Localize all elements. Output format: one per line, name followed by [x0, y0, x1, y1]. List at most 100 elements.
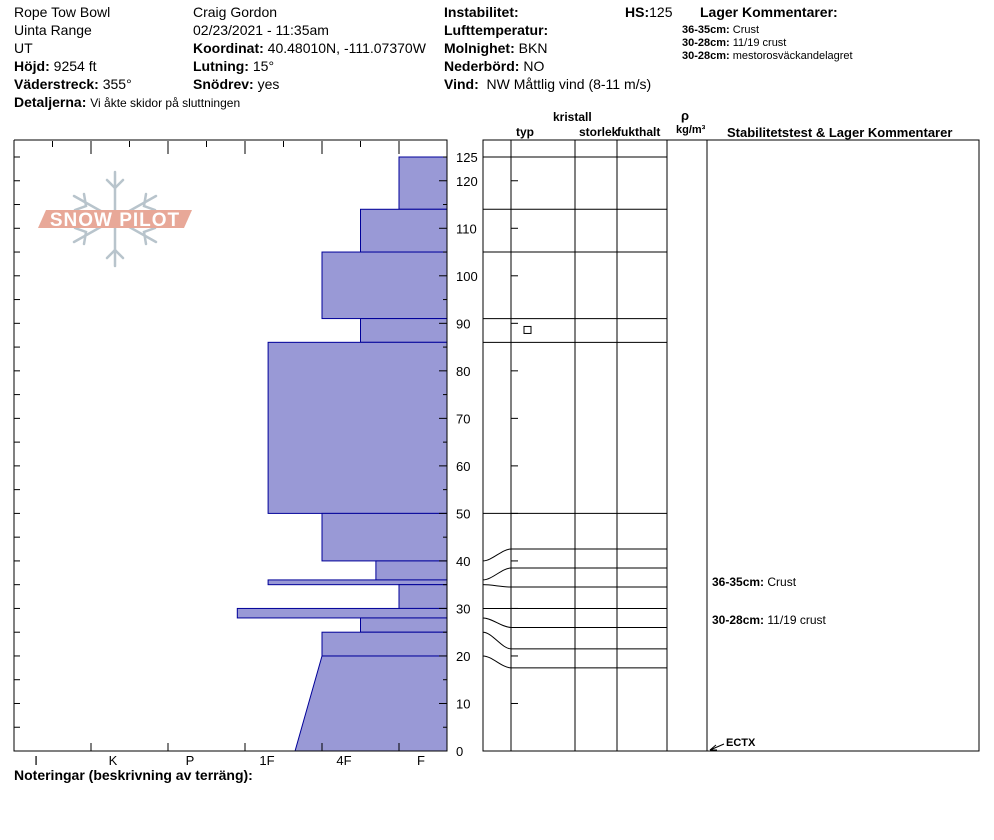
- layer-connector: [482, 567, 512, 581]
- elevation-value: 9254 ft: [53, 58, 97, 74]
- drift-value: yes: [257, 76, 280, 92]
- stability-note-range: 30-28cm:: [712, 613, 765, 628]
- depth-tick-label: 40: [456, 554, 470, 569]
- col-moisture: fukthalt: [617, 125, 661, 139]
- airtemp-label: Lufttemperatur:: [444, 22, 549, 38]
- hardness-bar: [360, 208, 448, 253]
- slope-label: Lutning:: [193, 58, 249, 74]
- depth-tick-label: 80: [456, 364, 470, 379]
- layer-comment: 36-35cm: Crust: [682, 24, 759, 37]
- instability-label: Instabilitet:: [444, 4, 519, 20]
- slope-value: 15°: [252, 58, 275, 74]
- stability-note-text: Crust: [764, 575, 797, 590]
- hardness-bar: [360, 617, 448, 633]
- hardness-bar: [321, 512, 448, 562]
- layer-connector: [482, 617, 512, 628]
- hardness-bar: [321, 251, 448, 320]
- hardness-bar: [375, 560, 448, 581]
- layer-connector: [482, 584, 512, 588]
- hardness-bar: [236, 607, 448, 619]
- drift-label: Snödrev:: [193, 76, 254, 92]
- slope-row: Lutning: 15°: [193, 58, 274, 74]
- layer-comment-text: mestorosväckandelagret: [729, 50, 853, 62]
- col-size: storlek: [579, 125, 619, 139]
- hardness-tick-label: F: [417, 753, 425, 768]
- ectx-arrowhead: [709, 744, 717, 751]
- layer-connector: [482, 655, 512, 669]
- layer-comment: 30-28cm: mestorosväckandelagret: [682, 50, 853, 63]
- depth-tick-label: 10: [456, 696, 470, 711]
- details-label: Detaljerna:: [14, 94, 87, 110]
- notes-label: Noteringar (beskrivning av terräng):: [14, 767, 253, 783]
- ectx-arrow: [709, 743, 725, 751]
- hardness-bar: [398, 156, 448, 210]
- coord-label: Koordinat:: [193, 40, 264, 56]
- aspect-label: Väderstreck:: [14, 76, 99, 92]
- hardness-bar: [398, 584, 448, 609]
- state: UT: [14, 40, 33, 56]
- depth-tick-label: 100: [456, 269, 478, 284]
- elevation-row: Höjd: 9254 ft: [14, 58, 96, 74]
- depth-tick-label: 90: [456, 316, 470, 331]
- col-density-unit: kg/m³: [676, 124, 706, 136]
- depth-tick-label: 20: [456, 649, 470, 664]
- wind-label: Vind:: [444, 76, 479, 92]
- layer-comment-range: 30-28cm:: [682, 37, 730, 49]
- clouds-row: Molnighet: BKN: [444, 40, 547, 56]
- grain-symbol-square: [523, 325, 532, 334]
- col-stability: Stabilitetstest & Lager Kommentarer: [727, 125, 953, 140]
- airtemp-row: Lufttemperatur:: [444, 22, 548, 38]
- hs-row: HS:125: [625, 4, 672, 20]
- depth-tick-label: 125: [456, 150, 478, 165]
- depth-tick-label: 0: [456, 744, 463, 759]
- hardness-tick-label: 4F: [336, 753, 351, 768]
- stability-note: 30-28cm: 11/19 crust: [712, 612, 826, 628]
- hardness-tick-label: P: [186, 753, 195, 768]
- stability-note-range: 36-35cm:: [712, 575, 765, 590]
- coord-value: 40.48010N, -111.07370W: [267, 40, 426, 56]
- instability-row: Instabilitet:: [444, 4, 519, 20]
- layer-comment-text: Crust: [729, 24, 760, 36]
- hs-value: 125: [649, 4, 673, 20]
- precip-value: NO: [523, 58, 545, 74]
- wind-value: NW Måttlig vind (8-11 m/s): [486, 76, 652, 92]
- layer-comment-text: 11/19 crust: [729, 37, 787, 49]
- layer-comment-range: 30-28cm:: [682, 50, 730, 62]
- hardness-tick-label: 1F: [259, 753, 274, 768]
- col-crystal: kristall: [553, 110, 592, 124]
- precip-label: Nederbörd:: [444, 58, 520, 74]
- hardness-bar: [321, 631, 448, 657]
- hardness-tick-label: I: [34, 753, 38, 768]
- details-value: Vi åkte skidor på sluttningen: [90, 96, 241, 110]
- clouds-label: Molnighet:: [444, 40, 515, 56]
- aspect-value: 355°: [102, 76, 132, 92]
- hardness-bar: [294, 655, 448, 752]
- precip-row: Nederbörd: NO: [444, 58, 544, 74]
- layer-comments-title: Lager Kommentarer:: [700, 4, 838, 20]
- aspect-row: Väderstreck: 355°: [14, 76, 132, 92]
- depth-tick-label: 70: [456, 411, 470, 426]
- layer-comment-range: 36-35cm:: [682, 24, 730, 36]
- depth-tick-label: 110: [456, 221, 477, 236]
- observer: Craig Gordon: [193, 4, 278, 20]
- range: Uinta Range: [14, 22, 92, 38]
- clouds-value: BKN: [518, 40, 548, 56]
- depth-tick-label: 50: [456, 506, 470, 521]
- hardness-bar: [267, 579, 448, 586]
- depth-tick-label: 30: [456, 601, 470, 616]
- ectx-label: ECTX: [726, 737, 756, 749]
- details-row: Detaljerna: Vi åkte skidor på sluttninge…: [14, 94, 240, 110]
- layer-comment: 30-28cm: 11/19 crust: [682, 37, 786, 50]
- drift-row: Snödrev: yes: [193, 76, 279, 92]
- depth-tick-label: 120: [456, 174, 478, 189]
- col-rho: ρ: [681, 108, 690, 123]
- layer-grid-frame: [482, 139, 980, 752]
- coord-row: Koordinat: 40.48010N, -111.07370W: [193, 40, 426, 56]
- elevation-label: Höjd:: [14, 58, 50, 74]
- hardness-bar: [267, 341, 448, 514]
- datetime: 02/23/2021 - 11:35am: [193, 22, 329, 38]
- hardness-tick-label: K: [109, 753, 118, 768]
- stability-note: 36-35cm: Crust: [712, 574, 796, 590]
- layer-connector: [482, 631, 512, 650]
